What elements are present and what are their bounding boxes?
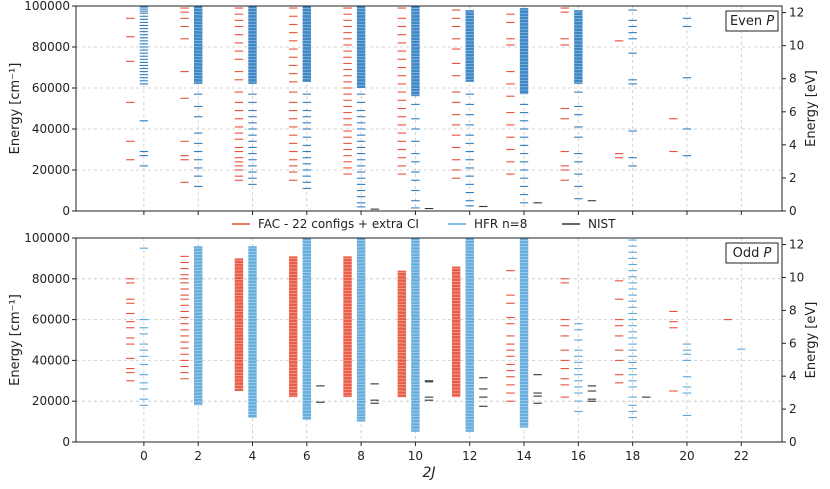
y-tick-label: 60000 <box>32 313 70 327</box>
y-right-tick-label: 2 <box>789 171 797 185</box>
level-band <box>356 6 366 88</box>
level-band <box>451 266 461 398</box>
x-tick-label: 0 <box>140 449 148 463</box>
y-right-tick-label: 12 <box>789 6 804 20</box>
y-tick-label: 80000 <box>32 272 70 286</box>
legend: FAC - 22 configs + extra CI HFR n=8 NIST <box>232 217 616 231</box>
plot-frame <box>75 237 783 443</box>
y-right-tick-label: 0 <box>789 204 797 218</box>
panel-label-text: Even <box>730 14 766 29</box>
level-band <box>465 10 474 82</box>
level-band <box>343 256 352 398</box>
y-right-tick-label: 6 <box>789 105 797 119</box>
y-axis-title-right: Energy [eV] <box>804 302 819 379</box>
x-tick-label: 14 <box>516 449 531 463</box>
series-fac-22-configs-extra-ci <box>126 255 732 402</box>
y-right-tick-label: 6 <box>789 336 797 350</box>
series-fac-22-configs-extra-ci <box>126 7 678 183</box>
y-right-tick-label: 0 <box>789 435 797 449</box>
y-tick-label: 40000 <box>32 122 70 136</box>
level-band <box>193 246 203 406</box>
panel-odd: 0 20000 40000 60000 80000 100000 0 2 4 6 8 10 12 0 2 4 6… <box>8 231 819 481</box>
x-tick-label: 18 <box>625 449 640 463</box>
y-right-tick-label: 4 <box>789 138 797 152</box>
level-band <box>289 256 298 398</box>
panel-even: 0 20000 40000 60000 80000 100000 0 2 4 6 8 10 12 Ener… <box>8 0 819 218</box>
x-tick-label: 4 <box>249 449 257 463</box>
series-hfr-n-8 <box>139 6 692 209</box>
y-tick-label: 100000 <box>24 0 70 13</box>
legend-label: NIST <box>588 217 616 231</box>
y-right-tick-label: 8 <box>789 72 797 86</box>
y-tick-label: 0 <box>62 204 70 218</box>
level-band <box>411 6 420 97</box>
y-tick-label: 20000 <box>32 394 70 408</box>
y-tick-label: 60000 <box>32 81 70 95</box>
x-axis-title: 2J <box>422 465 435 481</box>
y-right-tick-label: 10 <box>789 39 804 53</box>
y-tick-label: 40000 <box>32 353 70 367</box>
level-band <box>411 238 420 432</box>
level-band <box>248 246 257 418</box>
legend-label: HFR n=8 <box>474 217 527 231</box>
x-tick-label: 22 <box>734 449 749 463</box>
y-axis-title-left: Energy [cm⁻¹] <box>8 63 23 155</box>
panel-label-box <box>725 10 779 32</box>
y-right-tick-label: 12 <box>789 238 804 252</box>
level-band <box>302 6 312 82</box>
series-nist <box>316 374 651 407</box>
plot-frame <box>75 5 783 212</box>
panel-label-text: Odd <box>733 246 764 261</box>
y-axis-title-right: Energy [eV] <box>804 70 819 147</box>
level-band <box>302 238 312 420</box>
y-tick-label: 0 <box>62 435 70 449</box>
y-right-tick-label: 8 <box>789 303 797 317</box>
series-hfr-n-8 <box>139 238 746 432</box>
legend-label: FAC - 22 configs + extra CI <box>258 217 419 231</box>
level-band <box>465 238 474 432</box>
x-tick-label: 8 <box>357 449 365 463</box>
panel-label: Odd P <box>733 246 772 261</box>
panel-label-parity: P <box>764 246 772 261</box>
x-tick-label: 12 <box>462 449 477 463</box>
y-right-tick-label: 10 <box>789 270 804 284</box>
level-band <box>397 270 407 398</box>
level-band <box>193 6 203 84</box>
panel-label-box <box>725 242 779 264</box>
x-tick-label: 16 <box>571 449 586 463</box>
y-tick-label: 100000 <box>24 231 70 245</box>
level-band <box>248 6 257 84</box>
y-right-tick-label: 2 <box>789 402 797 416</box>
x-tick-label: 2 <box>194 449 202 463</box>
panel-label: Even P <box>730 14 774 29</box>
panel-label-parity: P <box>766 14 774 29</box>
x-tick-label: 10 <box>408 449 423 463</box>
x-tick-label: 20 <box>679 449 694 463</box>
y-axis-title-left: Energy [cm⁻¹] <box>8 294 23 386</box>
y-tick-label: 20000 <box>32 163 70 177</box>
y-tick-label: 80000 <box>32 40 70 54</box>
y-right-tick-label: 4 <box>789 369 797 383</box>
level-band <box>519 8 529 95</box>
series-nist <box>370 200 597 210</box>
level-band <box>234 258 244 391</box>
x-tick-label: 6 <box>303 449 311 463</box>
